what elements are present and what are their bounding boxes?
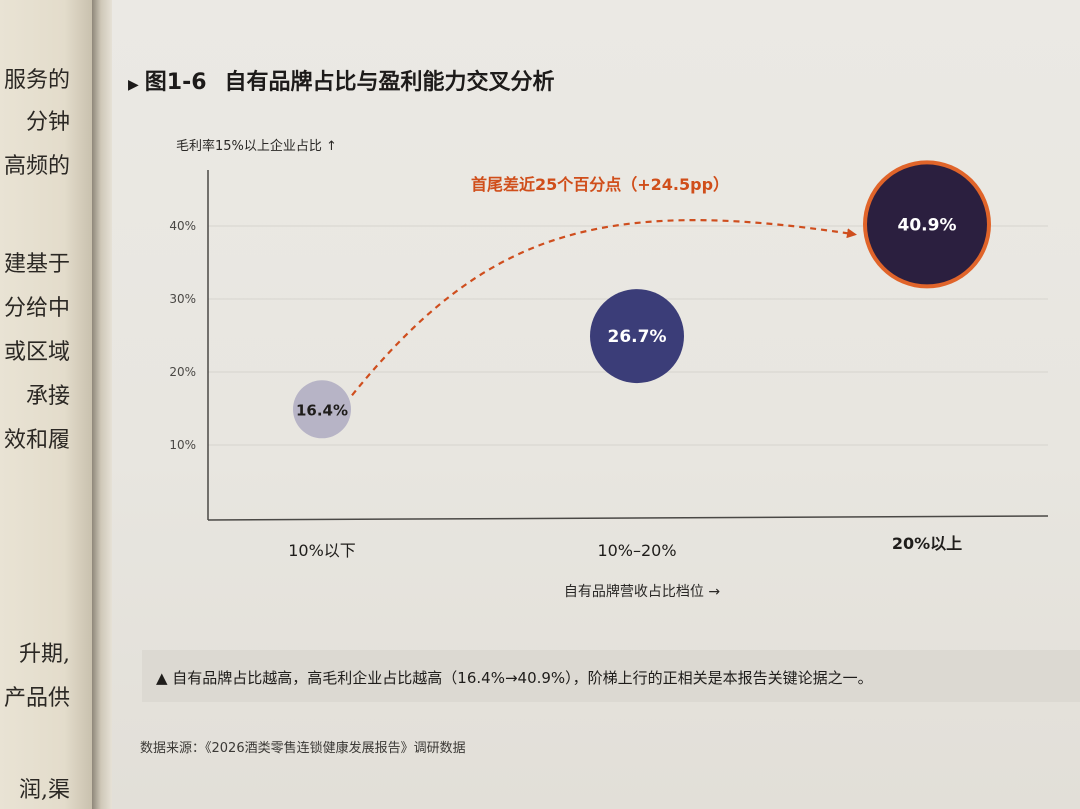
book-page: ▶ 图1-6 自有品牌占比与盈利能力交叉分析 10% 20% 30% 40% 毛利率15%以… bbox=[112, 0, 1080, 809]
axis-layer: 10% 20% 30% 40% 毛利率15%以上企业占比 ↑ 自有品牌营收占比档位 → 10… bbox=[169, 138, 1049, 600]
left-page: 服务的分钟高频的建基于分给中或区域承接效和履升期, 产品供润,渠 bbox=[0, 0, 92, 809]
left-page-text-fragment: 高频的 bbox=[3, 154, 70, 179]
left-page-text-fragment: 或区域 bbox=[3, 340, 70, 365]
trend-annotation: 首尾差近25个百分点（+24.5pp） bbox=[471, 175, 729, 194]
trend-arrow-layer bbox=[351, 219, 857, 396]
caption-bar bbox=[142, 650, 1080, 702]
y-axis-label: 毛利率15%以上企业占比 ↑ bbox=[176, 138, 337, 154]
y-tick-label: 40% bbox=[169, 219, 196, 233]
x-axis-line bbox=[207, 515, 1049, 521]
left-page-text-fragment: 升期, bbox=[19, 642, 70, 667]
book-gutter bbox=[92, 0, 112, 809]
left-page-text-fragment: 产品供 bbox=[3, 686, 70, 711]
trend-arrow bbox=[351, 219, 857, 396]
y-tick-label: 10% bbox=[169, 438, 196, 452]
y-tick-label: 20% bbox=[169, 365, 196, 379]
left-page-text-fragment: 效和履 bbox=[3, 428, 70, 453]
label-layer: 首尾差近25个百分点（+24.5pp） 16.4% 26.7% 40.9% bbox=[296, 175, 957, 419]
x-category-label: 10%以下 bbox=[288, 541, 356, 560]
triangle-marker-icon: ▶ bbox=[128, 77, 139, 93]
chart: 10% 20% 30% 40% 毛利率15%以上企业占比 ↑ 自有品牌营收占比档位 → 10… bbox=[169, 138, 1049, 600]
data-point bbox=[293, 380, 351, 439]
y-tick-label: 30% bbox=[169, 292, 196, 306]
data-label: 26.7% bbox=[608, 327, 667, 347]
data-label: 40.9% bbox=[898, 215, 957, 235]
data-point bbox=[590, 289, 684, 384]
left-page-text-fragment: 分给中 bbox=[3, 296, 70, 321]
figure-title: ▶ 图1-6 自有品牌占比与盈利能力交叉分析 bbox=[128, 64, 555, 96]
data-source: 数据来源：《2026酒类零售连锁健康发展报告》调研数据 bbox=[140, 741, 466, 756]
figure-number: 图1-6 bbox=[144, 70, 207, 95]
x-axis-label: 自有品牌营收占比档位 → bbox=[564, 583, 720, 600]
point-layer bbox=[293, 160, 991, 439]
figure-title-text: 自有品牌占比与盈利能力交叉分析 bbox=[224, 70, 555, 95]
left-page-text-fragment: 建基于 bbox=[3, 252, 70, 277]
data-label: 16.4% bbox=[296, 401, 348, 419]
left-page-text-fragment: 润,渠 bbox=[19, 778, 70, 803]
left-page-text-fragment: 分钟 bbox=[25, 110, 70, 135]
x-category-label: 10%–20% bbox=[597, 541, 676, 560]
x-category-label: 20%以上 bbox=[892, 534, 962, 553]
left-page-text-fragment: 服务的 bbox=[3, 68, 70, 93]
figure-caption: ▲ 自有品牌占比越高，高毛利企业占比越高（16.4%→40.9%），阶梯上行的正… bbox=[156, 669, 873, 687]
data-point bbox=[867, 164, 987, 285]
left-page-text-fragment: 承接 bbox=[25, 384, 70, 409]
